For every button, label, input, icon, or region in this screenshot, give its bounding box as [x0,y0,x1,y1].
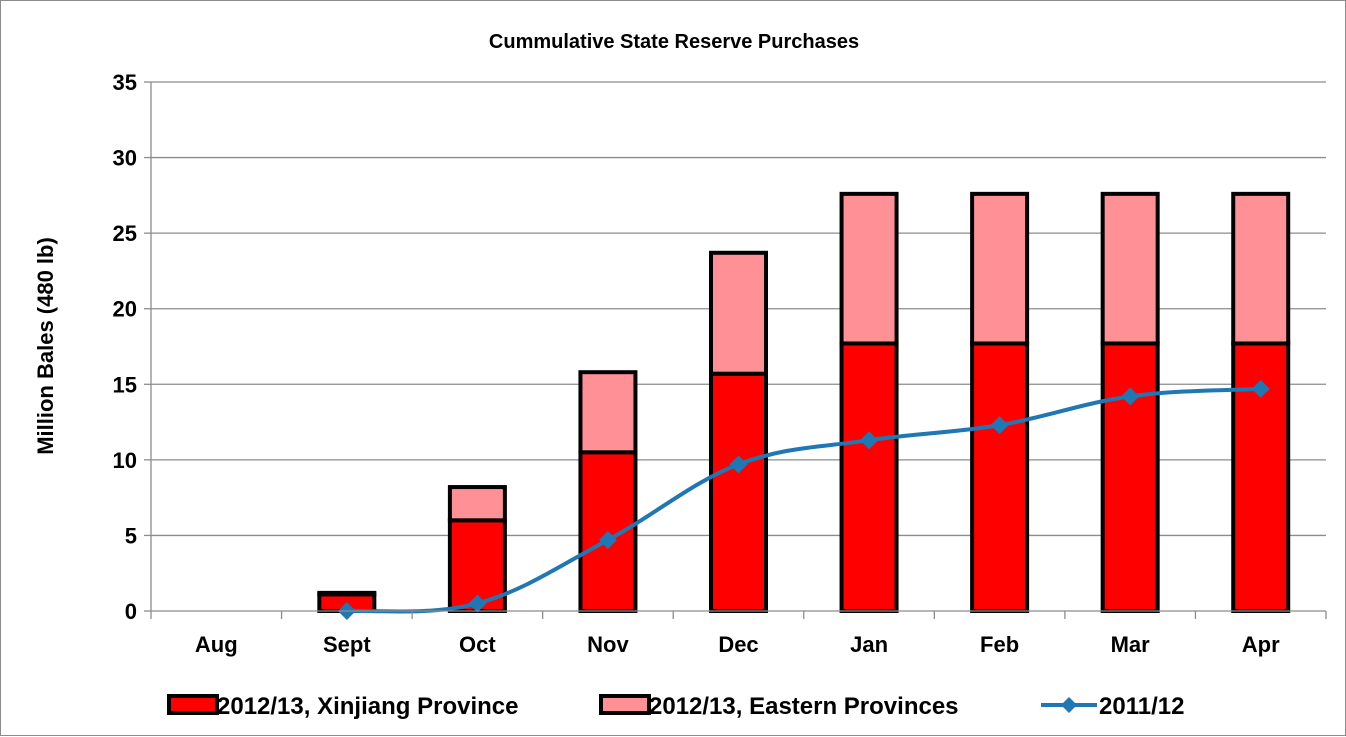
x-tick-label: Jan [850,632,888,657]
axes-layer [144,81,1327,619]
line-point-marker [860,431,879,450]
x-tick-label: Oct [459,632,496,657]
bar-segment-eastern [447,485,507,523]
y-tick-label: 0 [125,599,137,624]
legend-label: 2012/13, Xinjiang Province [217,693,518,720]
line-point-marker [990,416,1009,435]
x-tick-label: Apr [1242,632,1280,657]
line-point-marker [598,530,617,549]
x-tick-label: Aug [195,632,238,657]
x-tick-label: Dec [718,632,758,657]
y-tick-label: 30 [113,146,137,171]
x-tick-label: Mar [1111,632,1151,657]
legend-label: 2012/13, Eastern Provinces [649,693,959,720]
y-tick-label: 15 [113,372,137,397]
bars-layer [317,191,1291,613]
line-point-marker [1121,387,1140,406]
bar-segment-eastern [709,250,768,376]
series-line-2011-12 [346,386,1261,614]
legend-swatch-xinjiang [167,694,219,715]
line-point-marker [468,594,487,613]
y-tick-label: 20 [113,297,137,322]
bar-segment-xinjiang [970,341,1030,613]
legend-swatch-eastern [599,694,651,715]
bar-segment-eastern [578,370,638,455]
y-tick-label: 25 [113,221,137,246]
bar-segment-eastern [317,590,377,597]
legend-label: 2011/12 [1099,693,1184,720]
y-axis-title: Million Bales (480 lb) [33,237,58,455]
bar-segment-xinjiang [1100,341,1160,613]
x-tick-label: Nov [587,632,629,657]
bar-segment-eastern [970,191,1030,346]
line-point-marker [1251,379,1270,398]
bar-segment-xinjiang [839,341,899,613]
tick-labels: 0 5 10 15 20 25 30 35 Aug Sept Oct Nov Dec Jan Feb Mar A… [113,70,1281,657]
y-tick-label: 5 [125,523,137,548]
legend: 2012/13, Xinjiang Province 2012/13, Easte… [167,693,1184,720]
x-tick-label: Feb [980,632,1019,657]
bar-segment-eastern [1231,191,1291,346]
line-point-marker [729,455,748,474]
legend-diamond-marker [1061,697,1077,713]
bar-segment-xinjiang [709,371,768,613]
x-tick-label: Sept [323,632,371,657]
chart-title: Cummulative State Reserve Purchases [489,31,859,53]
bar-segment-eastern [1100,191,1160,346]
y-tick-label: 10 [113,448,137,473]
line-layer [337,379,1270,620]
bar-segment-eastern [839,191,899,346]
y-tick-label: 35 [113,70,137,95]
